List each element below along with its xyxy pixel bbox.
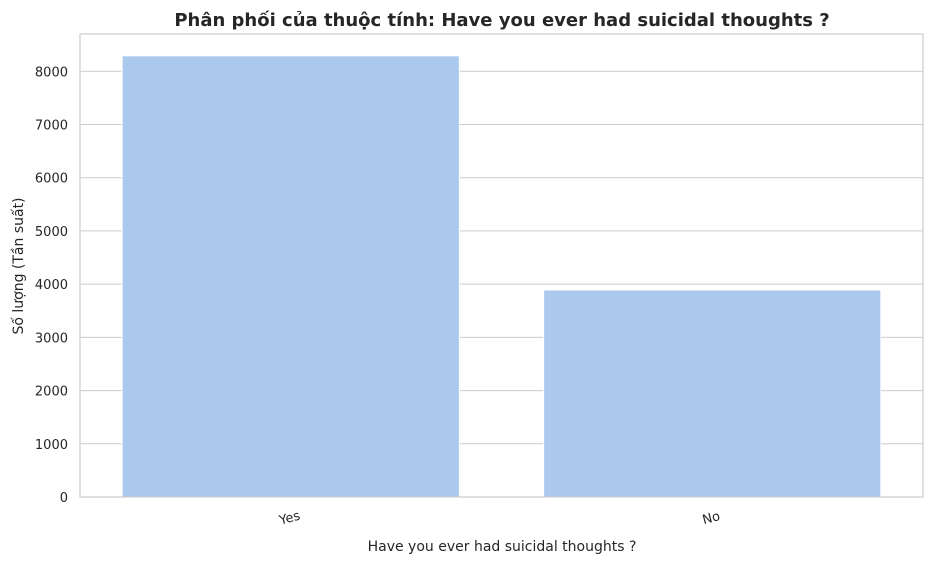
bar-yes bbox=[121, 55, 460, 498]
x-axis-label: Have you ever had suicidal thoughts ? bbox=[368, 539, 637, 555]
bars bbox=[121, 55, 882, 498]
y-tick-label: 6000 bbox=[35, 172, 68, 187]
plot-frame bbox=[79, 33, 924, 498]
y-tick-label: 4000 bbox=[35, 278, 68, 293]
y-tick-label: 3000 bbox=[35, 331, 68, 346]
y-tick-label: 0 bbox=[60, 491, 68, 506]
y-tick-labels: 0 1000 2000 3000 4000 5000 6000 7000 8000 bbox=[35, 65, 68, 506]
y-tick-label: 5000 bbox=[35, 225, 68, 240]
chart-title: Phân phối của thuộc tính: Have you ever … bbox=[174, 10, 829, 31]
y-tick-label: 7000 bbox=[35, 118, 68, 133]
y-tick-label: 8000 bbox=[35, 65, 68, 80]
y-tick-label: 2000 bbox=[35, 385, 68, 400]
x-tick-labels: Yes No bbox=[277, 509, 722, 529]
x-tick-label: No bbox=[701, 509, 722, 528]
x-tick-label: Yes bbox=[277, 509, 302, 529]
y-axis-label: Số lượng (Tần suất) bbox=[10, 197, 27, 334]
y-tick-label: 1000 bbox=[35, 438, 68, 453]
bar-no bbox=[543, 289, 882, 498]
